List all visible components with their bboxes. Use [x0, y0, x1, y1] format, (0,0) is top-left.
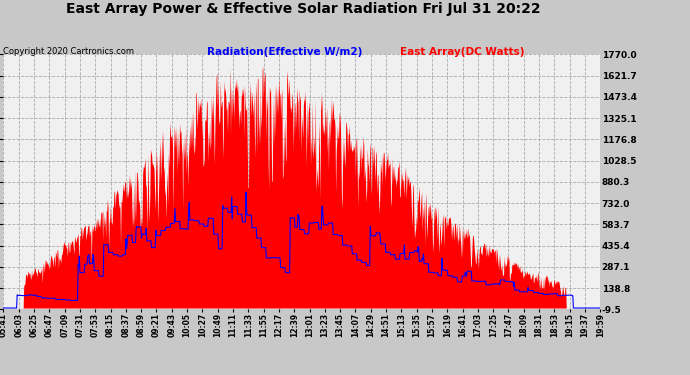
- Text: Radiation(Effective W/m2): Radiation(Effective W/m2): [207, 47, 362, 57]
- Text: East Array Power & Effective Solar Radiation Fri Jul 31 20:22: East Array Power & Effective Solar Radia…: [66, 2, 541, 16]
- Text: Copyright 2020 Cartronics.com: Copyright 2020 Cartronics.com: [3, 47, 135, 56]
- Text: East Array(DC Watts): East Array(DC Watts): [400, 47, 524, 57]
